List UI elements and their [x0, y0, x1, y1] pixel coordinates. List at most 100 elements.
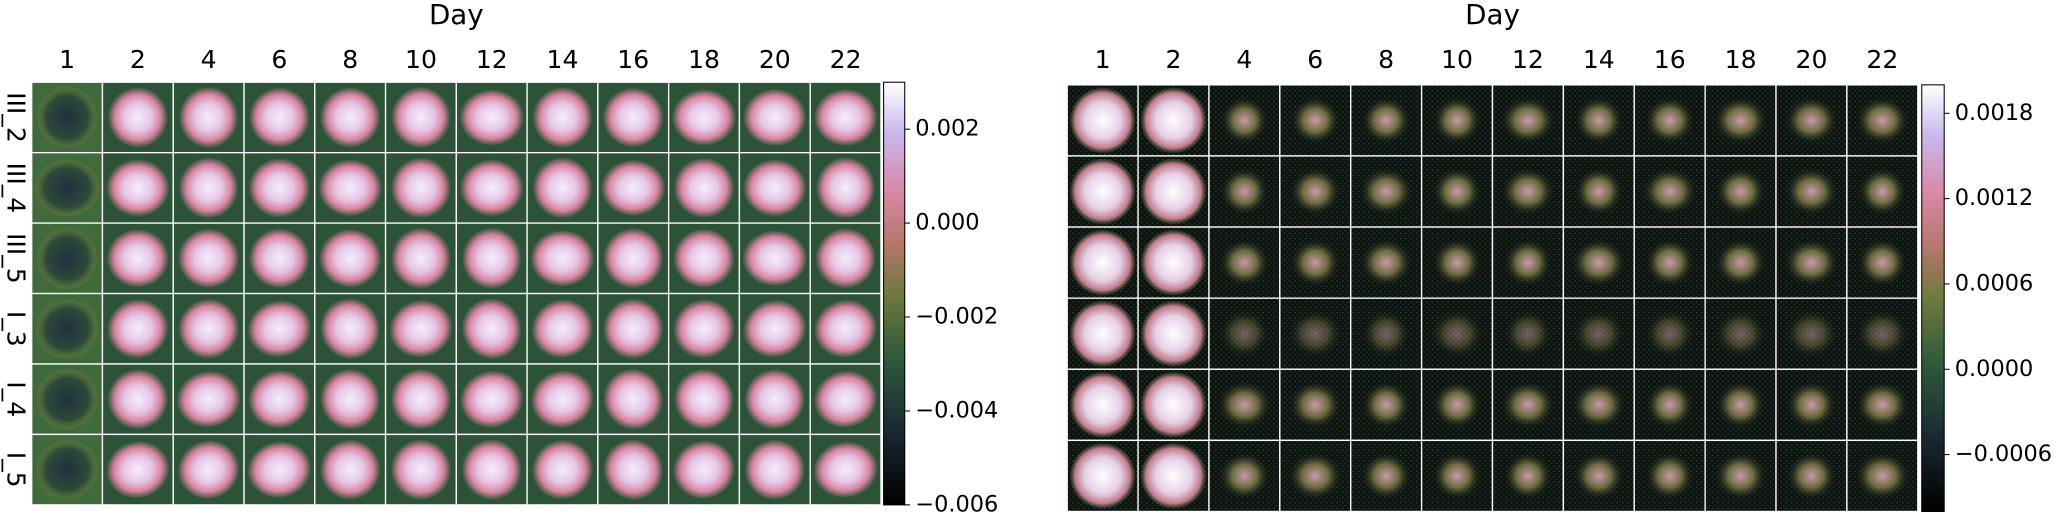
- cell-blob: [37, 86, 97, 149]
- cell-image: [384, 363, 457, 436]
- cell-image: [314, 363, 387, 436]
- cell-image: [1350, 84, 1423, 157]
- cell-image: [455, 151, 528, 224]
- cell-image: [1208, 439, 1281, 513]
- cell-image: [1208, 297, 1281, 370]
- cell-blob: [1715, 167, 1766, 216]
- cell-blob: [672, 440, 736, 500]
- colorbar-tick-label: −0.004: [915, 397, 998, 423]
- cell-blob: [1503, 451, 1553, 501]
- cell-image: [1704, 368, 1777, 442]
- cell-image: [1420, 368, 1494, 442]
- cell-blob: [1855, 96, 1910, 145]
- cell-image: [1704, 226, 1777, 299]
- cell-image: [1491, 84, 1565, 157]
- cell-image: [526, 81, 599, 154]
- column-label: 12: [476, 45, 508, 74]
- cell-image: [1279, 297, 1352, 370]
- cell-image: [1633, 84, 1706, 157]
- cell-image: [1562, 155, 1635, 228]
- cell-blob: [1715, 238, 1767, 287]
- cell-blob: [36, 439, 98, 500]
- colorbar-tick-label: −0.0006: [1955, 441, 2052, 467]
- cell-image: [1208, 368, 1281, 442]
- cell-blob: [744, 368, 806, 430]
- row-label: III_2: [2, 92, 31, 143]
- cell-border: [809, 433, 882, 506]
- cell-blob: [1644, 309, 1695, 358]
- cell-image: [1350, 439, 1423, 513]
- cell-blob: [1783, 238, 1840, 287]
- cell-blob: [461, 227, 522, 290]
- cell-blob: [1573, 451, 1625, 501]
- cell-image: [1704, 84, 1777, 157]
- cell-blob: [105, 440, 170, 499]
- cell-image: [1704, 297, 1777, 370]
- cell-blob: [1786, 451, 1837, 501]
- column-label: 1: [1095, 45, 1111, 74]
- cell-blob: [815, 156, 876, 219]
- cell-blob: [106, 158, 170, 217]
- cell-image: [314, 222, 387, 295]
- cell-image: [1846, 226, 1919, 299]
- cell-blob: [532, 157, 593, 219]
- cell-blob: [742, 159, 807, 217]
- cell-blob: [1140, 87, 1207, 154]
- cell-blob: [248, 228, 310, 289]
- cell-image: [1633, 297, 1706, 370]
- cell-image: [1066, 84, 1139, 157]
- cell-blob: [1288, 380, 1342, 429]
- cell-image: [243, 433, 316, 506]
- cell-image: [738, 292, 811, 365]
- cell-blob: [1572, 309, 1625, 358]
- cell-blob: [742, 299, 807, 358]
- cell-blob: [1857, 238, 1908, 287]
- cell-image: [1633, 155, 1706, 228]
- colorbar: [883, 81, 906, 506]
- column-label: 8: [1378, 45, 1394, 74]
- cell-blob: [319, 87, 381, 148]
- column-label: 1: [59, 45, 75, 74]
- cell-blob: [1645, 380, 1694, 429]
- cell-image: [809, 292, 882, 365]
- cell-blob: [1642, 167, 1698, 216]
- column-label: 14: [547, 45, 579, 74]
- cell-image: [1350, 226, 1423, 299]
- cell-image: [1491, 226, 1565, 299]
- cell-image: [314, 151, 387, 224]
- cell-blob: [1070, 158, 1136, 225]
- cell-blob: [459, 159, 524, 217]
- cell-blob: [107, 86, 169, 148]
- cell-image: [455, 433, 528, 506]
- cell-blob: [1070, 87, 1136, 154]
- row-label: I_3: [2, 311, 31, 347]
- cell-image: [455, 222, 528, 295]
- cell-blob: [531, 439, 594, 500]
- cell-blob: [1432, 451, 1482, 501]
- cell-image: [1208, 155, 1281, 228]
- cell-blob: [1219, 238, 1270, 287]
- colorbar-tick-label: 0.0006: [1955, 270, 2034, 296]
- cell-blob: [815, 227, 876, 289]
- cell-image: [1846, 155, 1919, 228]
- cell-image: [1066, 297, 1139, 370]
- cell-image: [31, 433, 104, 506]
- cell-blob: [1430, 309, 1485, 358]
- cell-image: [1775, 368, 1848, 442]
- cell-blob: [1574, 96, 1624, 145]
- cell-blob: [532, 86, 593, 149]
- cell-image: [738, 433, 811, 506]
- cell-blob: [318, 228, 382, 288]
- colorbar-tick-label: −0.002: [915, 304, 998, 330]
- cell-blob: [1786, 380, 1837, 429]
- cell-image: [597, 292, 670, 365]
- cell-image: [1562, 439, 1635, 513]
- colorbar-tick-label: 0.0018: [1955, 100, 2034, 126]
- cell-image: [101, 222, 174, 295]
- cell-image: [31, 81, 104, 154]
- cell-image: [172, 363, 245, 436]
- cell-image: [1350, 297, 1423, 370]
- cell-image: [1562, 368, 1635, 442]
- cell-blob: [1290, 96, 1341, 145]
